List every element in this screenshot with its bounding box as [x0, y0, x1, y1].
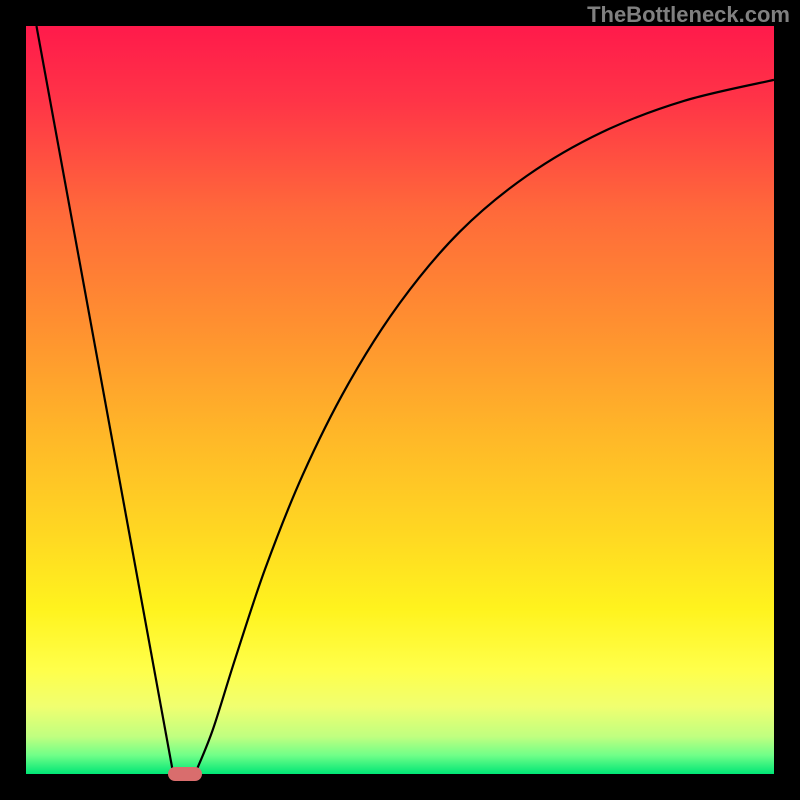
bottleneck-curve: [26, 26, 774, 774]
plot-area: [26, 26, 774, 774]
curve-right-segment: [197, 80, 774, 770]
watermark-text: TheBottleneck.com: [587, 2, 790, 28]
optimal-point-marker: [168, 767, 202, 781]
curve-left-segment: [36, 26, 172, 770]
